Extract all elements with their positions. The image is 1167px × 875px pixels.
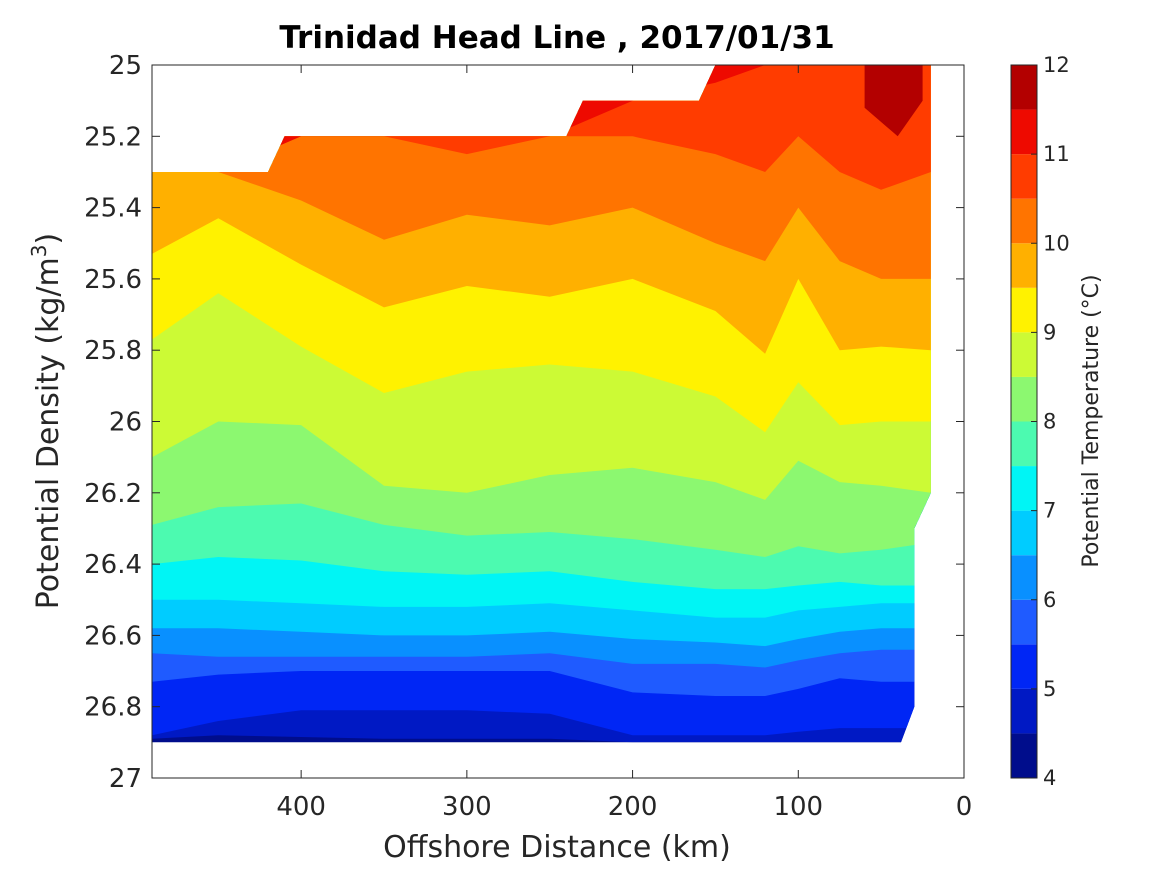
x-tick-label: 0 [956,792,973,822]
y-tick-label: 25.6 [84,265,142,295]
colorbar-segment [1011,109,1037,155]
colorbar-tick-label: 6 [1043,588,1056,612]
colorbar-tick-label: 5 [1043,677,1056,701]
y-tick-label: 25 [109,51,142,81]
colorbar: 4 5 6 7 8 9 10 11 12 [1010,53,1070,790]
temperature-band [864,65,923,137]
colorbar-tick-label: 8 [1043,410,1056,434]
colorbar-segment [1011,287,1037,333]
y-tick-label: 25.2 [84,122,142,152]
colorbar-label: Potential Temperature (°C) [1079,274,1104,567]
temperature-bands [152,65,931,743]
x-axis-label: Offshore Distance (km) [383,830,731,865]
y-axis-ticks: 25 25.2 25.4 25.6 25.8 26 26.2 26.4 26.6 26.8 27 [84,51,964,794]
colorbar-segment [1011,154,1037,199]
y-axis-label-main: Potential Density (kg/m [31,257,66,609]
y-tick-label: 26.6 [84,621,142,651]
colorbar-segment [1011,243,1037,288]
colorbar-tick-label: 10 [1043,231,1070,255]
y-tick-label: 25.8 [84,336,142,366]
y-tick-label: 27 [109,764,142,794]
x-tick-label: 400 [276,792,326,822]
plot-area: 400 300 200 100 0 25 25.2 25.4 25.6 25.8 26 26.2 26… [84,51,972,822]
colorbar-segment [1011,65,1037,110]
x-tick-label: 300 [442,792,492,822]
colorbar-segment [1011,599,1037,645]
colorbar-tick-label: 7 [1043,499,1056,523]
colorbar-tick-label: 4 [1043,766,1056,790]
colorbar-segment [1011,733,1037,778]
colorbar-segment [1011,555,1037,600]
y-tick-label: 26 [109,408,142,438]
y-tick-label: 25.4 [84,194,142,224]
colorbar-tick-label: 12 [1043,53,1070,77]
colorbar-ticks: 4 5 6 7 8 9 10 11 12 [1031,53,1070,790]
y-axis-label: Potential Density (kg/m3) [27,233,66,609]
x-axis-ticks: 400 300 200 100 0 [276,65,972,822]
y-tick-label: 26.4 [84,550,142,580]
colorbar-tick-label: 11 [1043,142,1070,166]
chart-title: Trinidad Head Line , 2017/01/31 [279,20,834,56]
colorbar-segment [1011,376,1037,422]
colorbar-segment [1011,644,1037,689]
colorbar-segment [1011,332,1037,377]
y-axis-label-superscript: 3 [27,244,51,257]
colorbar-segment [1011,421,1037,467]
colorbar-tick-label: 9 [1043,320,1056,344]
x-tick-label: 200 [608,792,658,822]
y-tick-label: 26.2 [84,479,142,509]
colorbar-segment [1011,198,1037,244]
y-tick-label: 26.8 [84,693,142,723]
colorbar-segment [1011,688,1037,734]
colorbar-bands [1011,65,1037,778]
y-axis-label-close: ) [31,233,66,245]
colorbar-segment [1011,510,1037,556]
colorbar-segment [1011,466,1037,511]
x-tick-label: 100 [773,792,823,822]
